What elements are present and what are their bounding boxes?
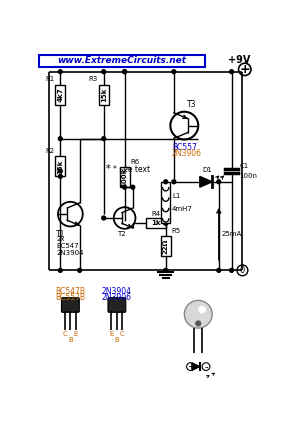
Bar: [55, 85, 65, 105]
FancyBboxPatch shape: [61, 298, 79, 312]
Text: 2N3904: 2N3904: [102, 287, 132, 296]
Bar: [161, 182, 170, 223]
Text: C: C: [62, 331, 67, 337]
Text: E: E: [109, 331, 114, 337]
Text: R6: R6: [130, 159, 140, 165]
Bar: [55, 156, 65, 177]
Text: 2N3906: 2N3906: [172, 149, 202, 159]
Text: -: -: [204, 361, 208, 371]
Bar: [120, 167, 130, 187]
Text: 0: 0: [240, 266, 245, 275]
Text: +9V: +9V: [228, 55, 250, 65]
Bar: [161, 236, 171, 257]
Circle shape: [59, 70, 62, 73]
Text: *: *: [106, 164, 111, 174]
Text: L1: L1: [172, 193, 180, 199]
Circle shape: [131, 185, 135, 189]
Circle shape: [164, 222, 168, 225]
Text: R4: R4: [151, 211, 160, 217]
Polygon shape: [200, 177, 212, 187]
Circle shape: [230, 268, 233, 272]
Text: www.ExtremeCircuits.net: www.ExtremeCircuits.net: [57, 56, 186, 66]
Circle shape: [172, 180, 176, 184]
Text: BC557: BC557: [172, 142, 197, 152]
Text: D1: D1: [202, 166, 212, 173]
Text: R5: R5: [172, 228, 181, 234]
Circle shape: [59, 137, 62, 141]
Polygon shape: [192, 363, 200, 371]
Circle shape: [78, 268, 82, 272]
Text: R2: R2: [45, 148, 55, 154]
Text: 4mH7: 4mH7: [172, 206, 193, 212]
Circle shape: [217, 180, 221, 184]
Bar: [146, 218, 166, 229]
Circle shape: [195, 320, 201, 326]
Text: 1k: 1k: [151, 220, 160, 226]
Circle shape: [59, 174, 62, 178]
Circle shape: [102, 216, 106, 220]
Text: BC547B: BC547B: [55, 287, 85, 296]
Bar: [99, 85, 109, 105]
Text: +: +: [239, 63, 250, 76]
Circle shape: [172, 70, 176, 73]
Text: E: E: [74, 331, 78, 337]
Circle shape: [123, 70, 127, 73]
Text: C: C: [120, 331, 125, 337]
Text: R3: R3: [89, 76, 98, 83]
Text: B: B: [68, 337, 73, 343]
Text: 2N3906: 2N3906: [102, 293, 132, 302]
Circle shape: [184, 300, 212, 328]
Text: R1: R1: [45, 76, 55, 83]
Text: +: +: [187, 362, 194, 371]
Text: 22Ω: 22Ω: [163, 239, 169, 254]
Text: C1: C1: [239, 163, 248, 170]
FancyBboxPatch shape: [108, 298, 126, 312]
Circle shape: [230, 70, 233, 73]
Circle shape: [123, 70, 127, 73]
Circle shape: [164, 180, 168, 184]
Circle shape: [102, 70, 106, 73]
Text: * see text: * see text: [113, 165, 150, 174]
Circle shape: [198, 306, 206, 313]
Text: 4k7: 4k7: [57, 87, 63, 102]
Text: 15k: 15k: [101, 87, 107, 102]
Text: 100k: 100k: [122, 167, 128, 187]
Text: BC557B: BC557B: [55, 293, 85, 302]
Text: T2: T2: [117, 231, 126, 237]
Circle shape: [217, 268, 221, 272]
Text: 25mA: 25mA: [221, 231, 241, 237]
Text: T1: T1: [57, 229, 66, 239]
Circle shape: [59, 169, 62, 173]
Circle shape: [164, 268, 168, 272]
Text: 2x
BC547
2N3904: 2x BC547 2N3904: [57, 236, 84, 257]
Text: 15k: 15k: [57, 159, 63, 173]
Circle shape: [59, 268, 62, 272]
Text: T3: T3: [187, 100, 197, 109]
Circle shape: [123, 185, 127, 189]
Circle shape: [102, 137, 106, 141]
Text: B: B: [114, 337, 119, 343]
Text: 100n: 100n: [239, 173, 257, 179]
FancyBboxPatch shape: [39, 55, 205, 67]
